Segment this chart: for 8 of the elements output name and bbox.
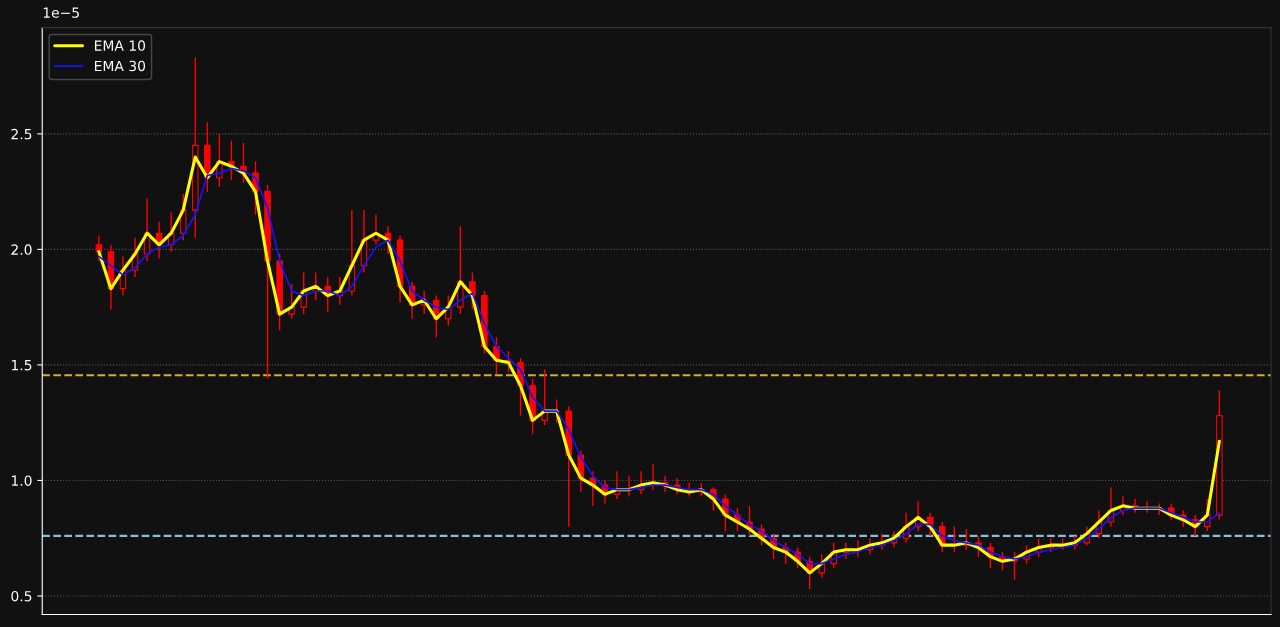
text: 1e−5 <box>43 7 79 18</box>
y-tick-label: 0.5 <box>11 590 32 602</box>
y-tick-label: 1.5 <box>11 360 32 371</box>
legend-label: EMA 30 <box>94 60 146 72</box>
y-tick-label: 2.0 <box>11 244 32 255</box>
y-tick-label: 1.0 <box>11 475 32 486</box>
legend-label: EMA 10 <box>94 40 146 51</box>
y-tick-label: 2.5 <box>11 128 32 140</box>
